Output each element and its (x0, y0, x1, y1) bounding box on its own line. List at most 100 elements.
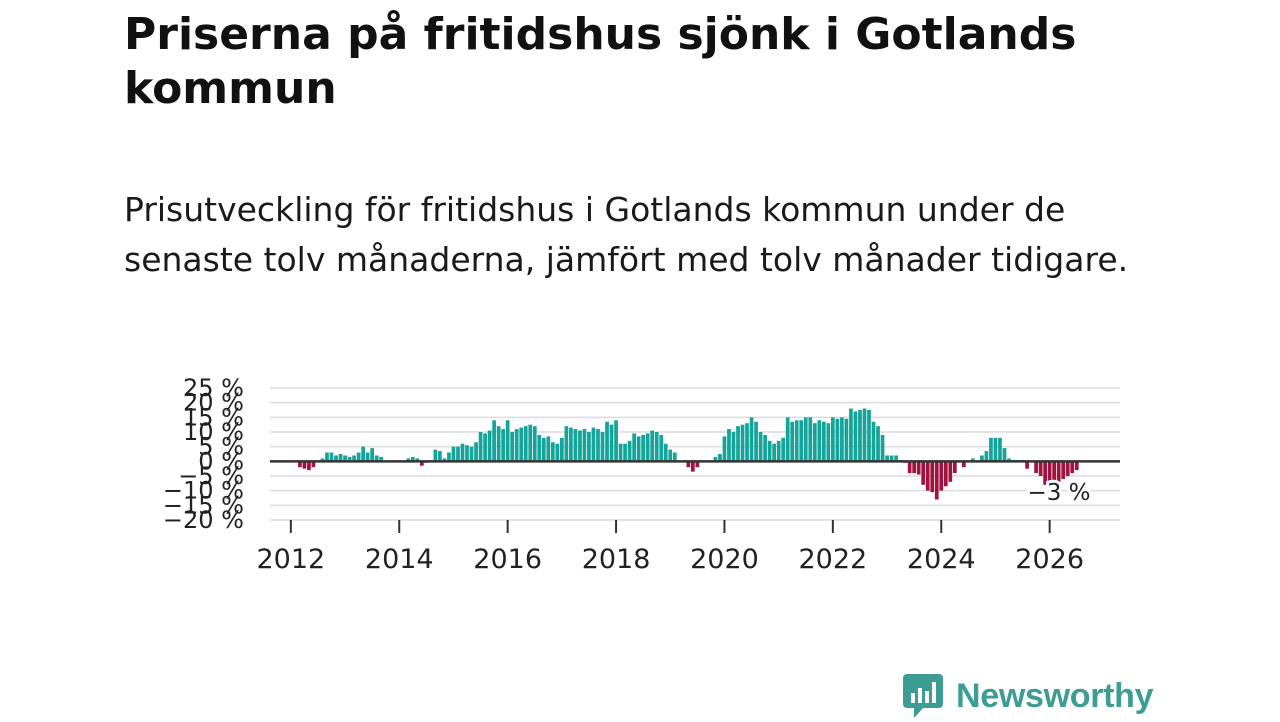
bar (1074, 461, 1079, 471)
bar (722, 436, 727, 462)
gridlines (270, 387, 1120, 521)
bar (460, 443, 465, 462)
bar (447, 452, 451, 462)
bar (808, 417, 813, 462)
bar (406, 458, 411, 462)
bar (921, 461, 926, 485)
bar (858, 410, 862, 462)
bar (989, 437, 993, 462)
bar (876, 426, 880, 462)
bar (862, 408, 867, 462)
bar (609, 424, 614, 462)
bar (980, 455, 984, 462)
bar (501, 429, 505, 462)
bar (587, 432, 591, 462)
bar (948, 461, 953, 482)
y-tick-label: 5 % (198, 433, 244, 461)
bar (912, 461, 917, 474)
bar (925, 461, 930, 491)
newsworthy-logo: Newsworthy (902, 670, 1154, 722)
bar (885, 455, 889, 462)
bar (831, 417, 835, 462)
bar (835, 418, 840, 462)
bar (672, 452, 677, 462)
bar (763, 434, 767, 462)
bar (329, 452, 334, 462)
bar (560, 437, 564, 462)
bar (356, 452, 361, 462)
bar (469, 446, 474, 462)
bar-series (298, 408, 1079, 500)
bar (817, 420, 822, 462)
bar (718, 454, 722, 462)
bar (803, 417, 808, 462)
bar (794, 420, 799, 462)
bar (961, 461, 966, 468)
bar (320, 458, 325, 462)
bar (821, 421, 826, 462)
bar (695, 461, 700, 468)
chart-title: Priserna på fritidshus sjönk i Gotlands … (124, 9, 1077, 114)
bar (325, 452, 329, 462)
bar (546, 436, 551, 462)
x-tick-label: 2026 (1015, 544, 1084, 575)
bar (415, 458, 420, 462)
bar (1047, 461, 1052, 485)
chart-subtitle: Prisutveckling för fritidshus i Gotlands… (124, 190, 1129, 279)
bar (573, 429, 578, 462)
bar (528, 424, 533, 462)
bar (510, 432, 515, 462)
bar (767, 440, 772, 462)
bar (519, 427, 524, 462)
y-tick-label: 0 % (198, 447, 244, 475)
bar (1034, 461, 1038, 474)
bar (1038, 461, 1043, 476)
bar (952, 461, 957, 474)
bar (465, 445, 469, 462)
bar (781, 437, 786, 462)
bar (478, 432, 483, 462)
bar (934, 461, 939, 500)
bar (496, 426, 501, 462)
bar (438, 451, 442, 462)
bar (343, 455, 347, 462)
x-tick-label: 2016 (473, 544, 542, 575)
bar (663, 443, 668, 462)
newsworthy-bar-chart-icon (903, 674, 943, 718)
bar (505, 420, 510, 462)
bar (998, 437, 1002, 462)
bar (867, 410, 871, 462)
bar (636, 436, 641, 462)
bar (555, 443, 560, 462)
bar (871, 421, 876, 462)
bar (790, 421, 795, 462)
x-tick-label: 2020 (690, 544, 759, 575)
bar (578, 430, 582, 462)
y-tick-label: 15 % (183, 403, 244, 431)
bar (605, 421, 609, 462)
bar (844, 418, 849, 462)
bar (889, 455, 894, 462)
y-tick-label: 25 % (183, 374, 244, 402)
bar (1065, 461, 1070, 476)
bar (654, 432, 659, 462)
bar (298, 461, 302, 468)
bar (623, 443, 627, 462)
bar (772, 443, 776, 462)
bar (984, 451, 989, 462)
bar (785, 417, 790, 462)
bar (483, 433, 487, 462)
bar (374, 455, 379, 462)
x-axis: 2012 2014 2016 2018 2020 2022 2024 2026 (256, 520, 1084, 575)
bar (596, 429, 600, 462)
latest-value-label: −3 % (1027, 480, 1090, 506)
bar (686, 461, 691, 468)
bar (361, 446, 365, 462)
bar (1061, 461, 1066, 479)
bar (690, 461, 695, 472)
x-tick-label: 2018 (582, 544, 651, 575)
bar (627, 440, 632, 462)
bar (645, 433, 650, 462)
bar (311, 461, 316, 468)
bar (600, 432, 605, 462)
